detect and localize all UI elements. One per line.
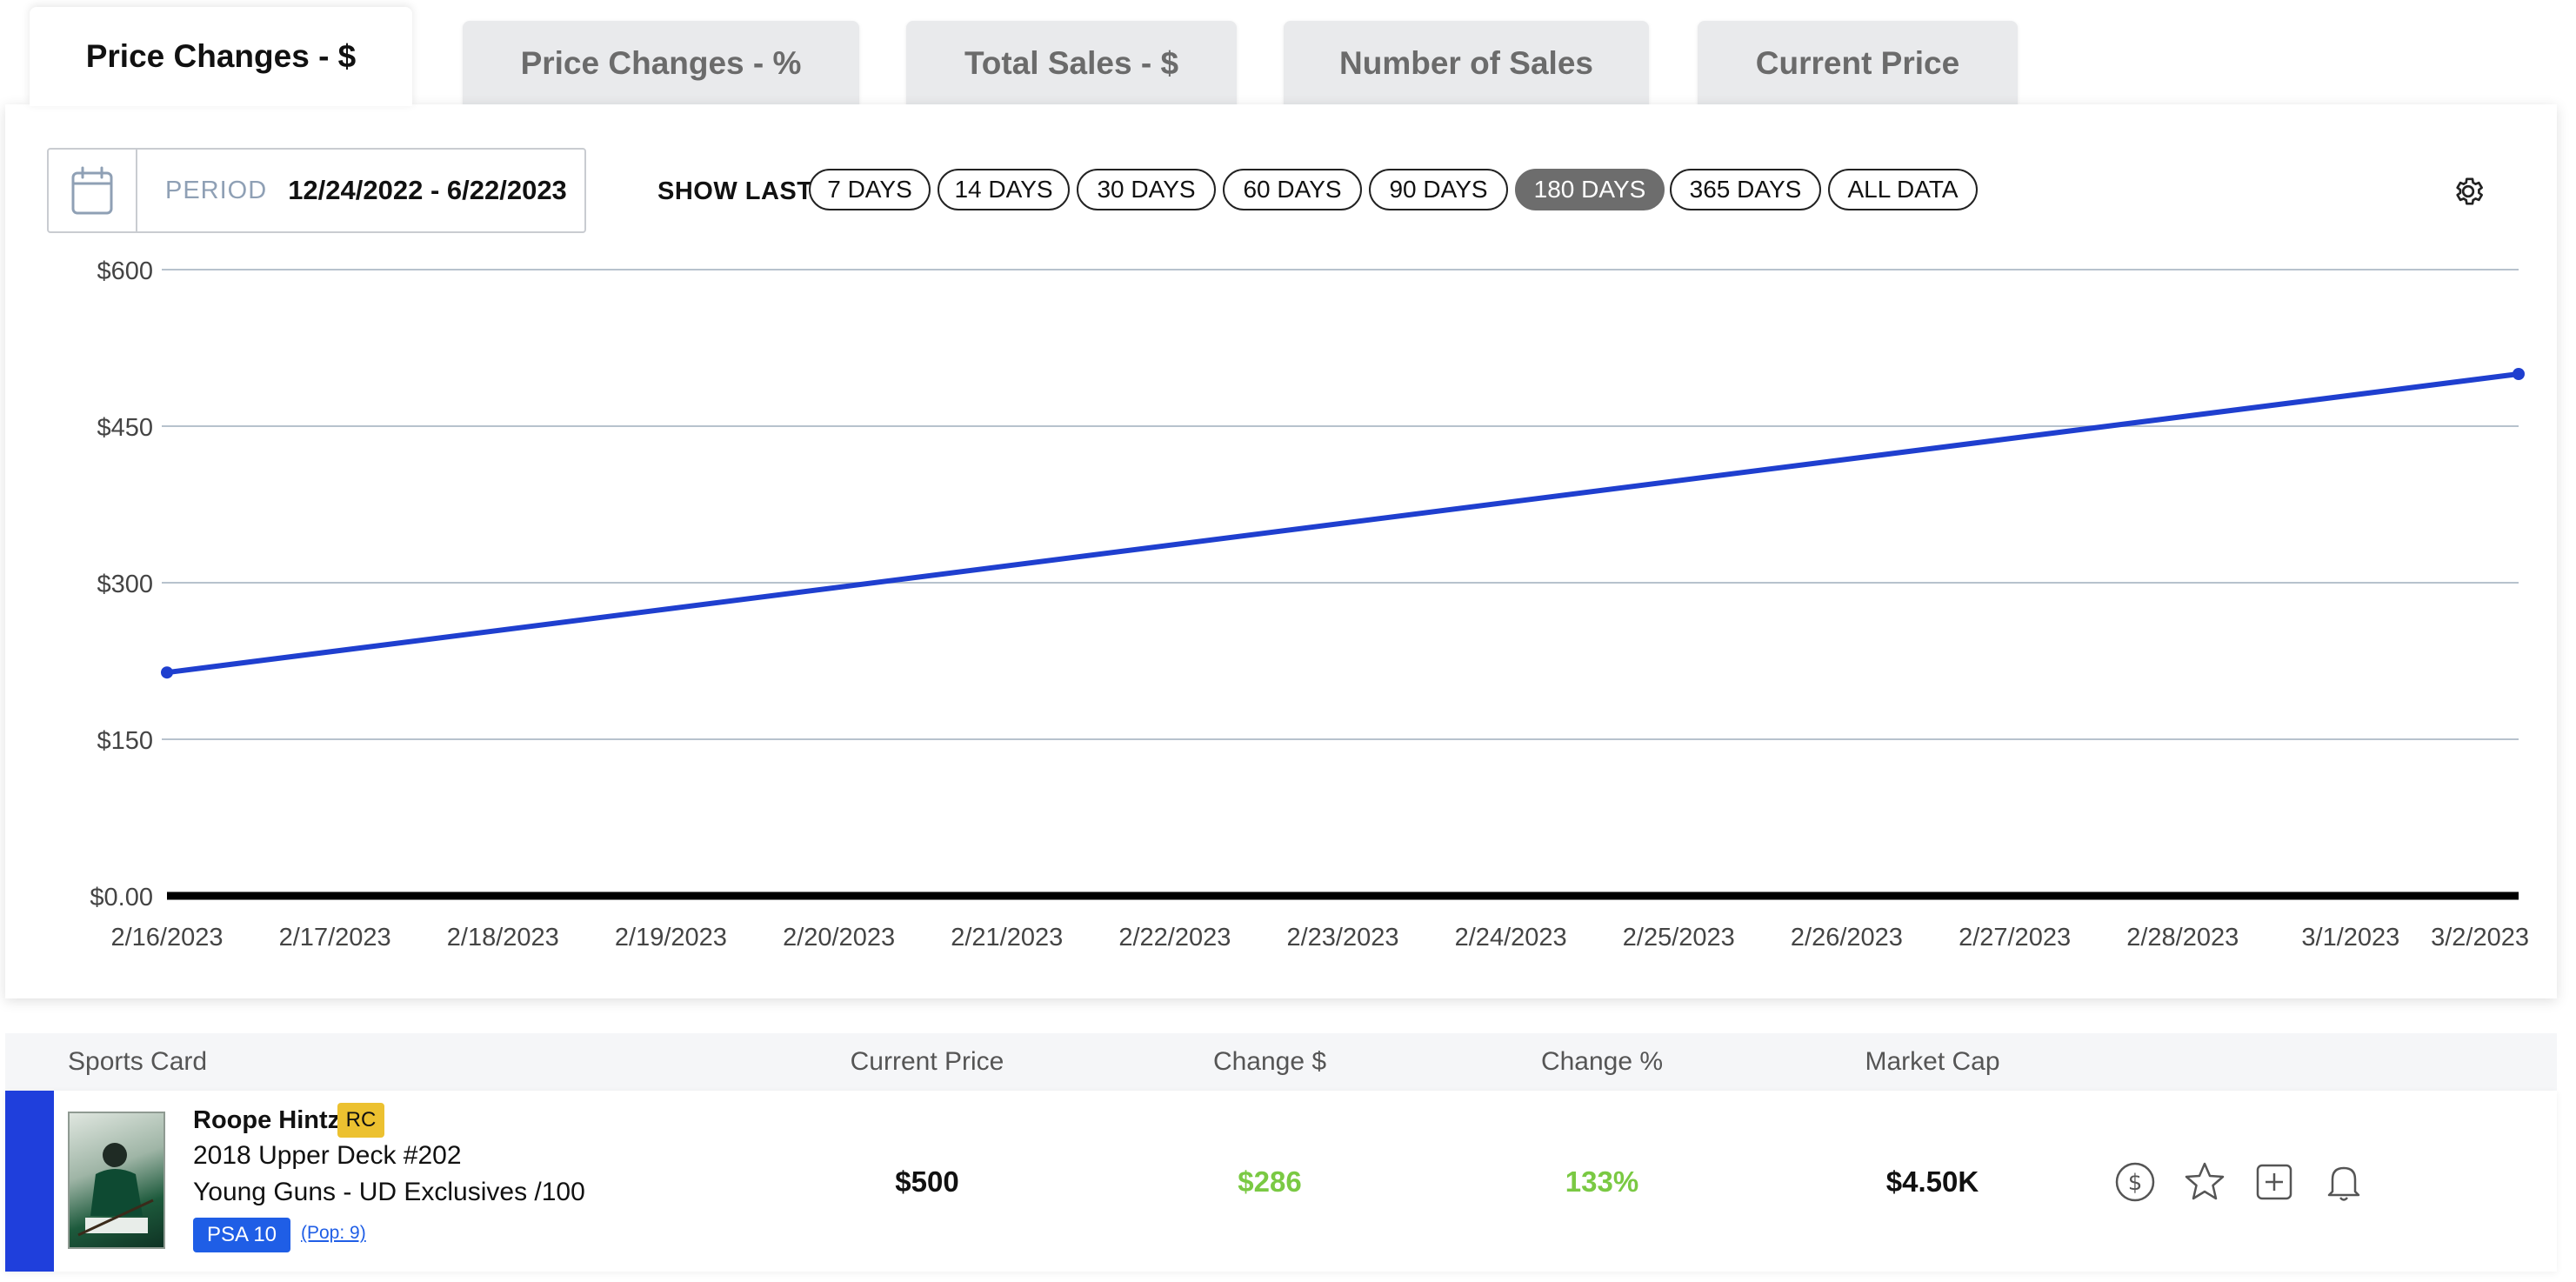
range-option-14-days[interactable]: 14 DAYS xyxy=(938,169,1070,210)
header-sports-card: Sports Card xyxy=(68,1047,208,1076)
bell-icon[interactable] xyxy=(2322,1160,2366,1204)
x-tick-label: 2/20/2023 xyxy=(783,924,895,951)
range-option-30-days[interactable]: 30 DAYS xyxy=(1077,169,1216,210)
x-tick-label: 3/1/2023 xyxy=(2301,924,2399,951)
tab-current-price[interactable]: Current Price xyxy=(1698,21,2018,106)
data-point[interactable] xyxy=(2513,368,2525,380)
range-option-90-days[interactable]: 90 DAYS xyxy=(1369,169,1508,210)
x-tick-label: 2/24/2023 xyxy=(1455,924,1567,951)
range-option-180-days[interactable]: 180 DAYS xyxy=(1515,169,1665,210)
price-line-chart: $0.00 $150 $300 $450 $600 2/16/2023 2/17/2023 2… xyxy=(90,257,2529,951)
y-tick-label: $150 xyxy=(97,727,153,755)
player-name[interactable]: Roope Hintz xyxy=(193,1106,341,1134)
rookie-badge: RC xyxy=(337,1103,384,1138)
header-change-percent[interactable]: Change % xyxy=(1540,1047,1664,1076)
card-set: 2018 Upper Deck #202 xyxy=(193,1141,462,1170)
grade-badge: PSA 10 xyxy=(193,1218,290,1252)
tab-price-changes-dollar[interactable]: Price Changes - $ xyxy=(30,7,412,106)
x-tick-label: 2/19/2023 xyxy=(615,924,727,951)
x-tick-label: 2/16/2023 xyxy=(110,924,223,951)
show-last-label: SHOW LAST xyxy=(657,177,813,205)
y-tick-label: $450 xyxy=(97,414,153,442)
y-tick-label: $300 xyxy=(97,571,153,598)
row-accent-bar xyxy=(5,1091,54,1272)
x-tick-label: 2/23/2023 xyxy=(1286,924,1398,951)
population-link[interactable]: (Pop: 9) xyxy=(301,1223,366,1243)
table-header: Sports Card Current Price Change $ Chang… xyxy=(5,1033,2557,1091)
y-tick-label: $0.00 xyxy=(90,884,153,911)
tab-number-of-sales[interactable]: Number of Sales xyxy=(1284,21,1649,106)
header-change-dollar[interactable]: Change $ xyxy=(1212,1047,1327,1076)
tab-price-changes-percent[interactable]: Price Changes - % xyxy=(463,21,859,106)
y-tick-label: $600 xyxy=(97,257,153,285)
series-line xyxy=(164,371,2521,676)
card-thumbnail[interactable] xyxy=(68,1112,165,1249)
star-icon[interactable] xyxy=(2183,1160,2226,1204)
svg-text:$: $ xyxy=(2128,1170,2143,1196)
table-row[interactable]: Roope Hintz RC 2018 Upper Deck #202 Youn… xyxy=(5,1091,2557,1272)
period-value: 12/24/2022 - 6/22/2023 xyxy=(288,175,567,205)
x-tick-label: 2/28/2023 xyxy=(2126,924,2239,951)
tab-total-sales[interactable]: Total Sales - $ xyxy=(906,21,1237,106)
x-tick-label: 2/25/2023 xyxy=(1623,924,1735,951)
x-tick-label: 3/2/2023 xyxy=(2431,924,2529,951)
market-cap-value: $4.50K xyxy=(1885,1165,1979,1198)
current-price-value: $500 xyxy=(895,1165,959,1198)
x-tick-label: 2/21/2023 xyxy=(951,924,1063,951)
chart-card: PERIOD 12/24/2022 - 6/22/2023 SHOW LAST … xyxy=(5,104,2557,998)
range-option-7-days[interactable]: 7 DAYS xyxy=(809,169,931,210)
header-market-cap[interactable]: Market Cap xyxy=(1865,1047,2000,1076)
calendar-icon[interactable] xyxy=(49,150,137,231)
range-option-365-days[interactable]: 365 DAYS xyxy=(1670,169,1821,210)
x-tick-label: 2/17/2023 xyxy=(279,924,391,951)
period-label: PERIOD xyxy=(165,176,268,204)
dollar-circle-icon[interactable]: $ xyxy=(2113,1160,2157,1204)
period-selector[interactable]: PERIOD 12/24/2022 - 6/22/2023 xyxy=(47,148,586,233)
range-option-all-data[interactable]: ALL DATA xyxy=(1828,169,1978,210)
card-subset: Young Guns - UD Exclusives /100 xyxy=(193,1178,585,1206)
x-tick-label: 2/22/2023 xyxy=(1118,924,1231,951)
gear-icon[interactable] xyxy=(2451,174,2486,209)
change-percent-value: 133% xyxy=(1565,1165,1639,1198)
x-tick-label: 2/26/2023 xyxy=(1791,924,1903,951)
add-square-icon[interactable] xyxy=(2252,1160,2296,1204)
x-tick-label: 2/18/2023 xyxy=(447,924,559,951)
data-point[interactable] xyxy=(161,666,173,679)
range-option-60-days[interactable]: 60 DAYS xyxy=(1223,169,1362,210)
x-tick-label: 2/27/2023 xyxy=(1959,924,2071,951)
change-dollar-value: $286 xyxy=(1238,1165,1302,1198)
header-current-price[interactable]: Current Price xyxy=(850,1047,1004,1076)
